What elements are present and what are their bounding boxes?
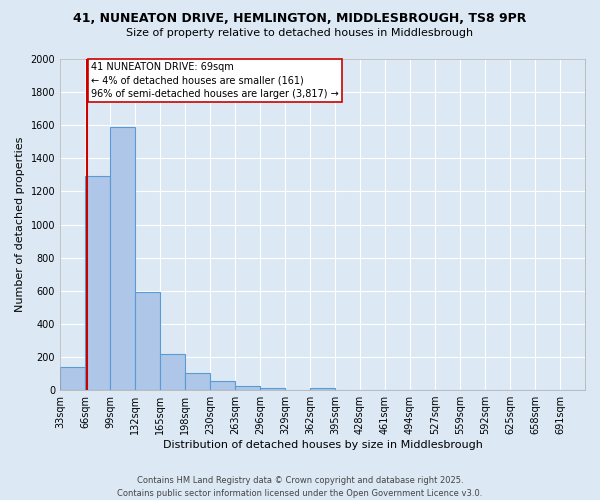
Bar: [160, 354, 185, 390]
Bar: [185, 372, 210, 390]
Bar: [60, 367, 85, 390]
Bar: [135, 292, 160, 390]
Bar: [85, 176, 110, 390]
Bar: [235, 386, 260, 390]
Y-axis label: Number of detached properties: Number of detached properties: [15, 137, 25, 312]
Bar: [260, 388, 285, 390]
Bar: [110, 127, 135, 390]
Text: Contains HM Land Registry data © Crown copyright and database right 2025.
Contai: Contains HM Land Registry data © Crown c…: [118, 476, 482, 498]
X-axis label: Distribution of detached houses by size in Middlesbrough: Distribution of detached houses by size …: [163, 440, 482, 450]
Text: Size of property relative to detached houses in Middlesbrough: Size of property relative to detached ho…: [127, 28, 473, 38]
Bar: [210, 381, 235, 390]
Text: 41, NUNEATON DRIVE, HEMLINGTON, MIDDLESBROUGH, TS8 9PR: 41, NUNEATON DRIVE, HEMLINGTON, MIDDLESB…: [73, 12, 527, 26]
Text: 41 NUNEATON DRIVE: 69sqm
← 4% of detached houses are smaller (161)
96% of semi-d: 41 NUNEATON DRIVE: 69sqm ← 4% of detache…: [91, 62, 339, 98]
Bar: [310, 388, 335, 390]
